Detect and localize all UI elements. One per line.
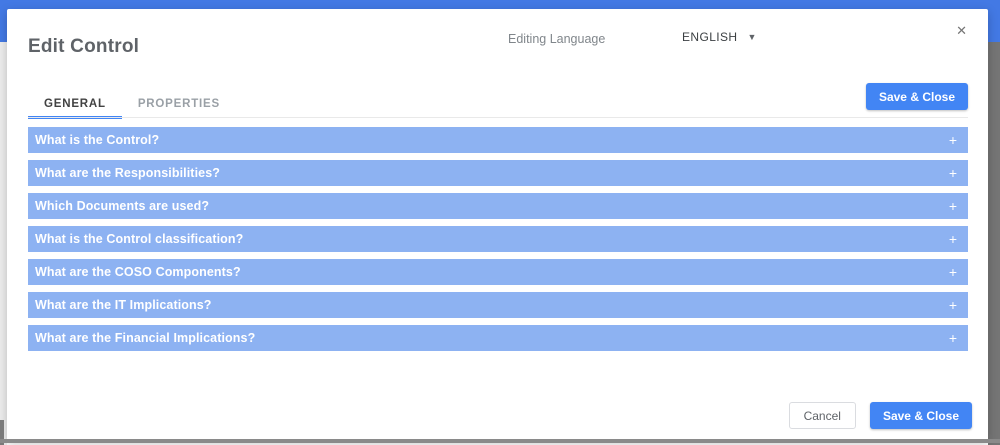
accordion-section-label: Which Documents are used? xyxy=(35,199,210,213)
expand-plus-icon[interactable]: + xyxy=(948,132,957,148)
accordion-section[interactable]: What are the Financial Implications? + xyxy=(28,325,968,351)
cancel-button[interactable]: Cancel xyxy=(788,402,856,429)
save-close-button-top[interactable]: Save & Close xyxy=(865,83,968,110)
accordion-section-label: What are the Responsibilities? xyxy=(35,166,220,180)
expand-plus-icon[interactable]: + xyxy=(948,330,957,346)
accordion-section-label: What are the IT Implications? xyxy=(35,298,212,312)
tab-general[interactable]: GENERAL xyxy=(28,90,122,119)
accordion-section-label: What are the COSO Components? xyxy=(35,265,241,279)
page-right-strip xyxy=(988,42,1000,445)
tabs-divider xyxy=(28,117,968,118)
accordion-section-label: What is the Control? xyxy=(35,133,160,147)
editing-language-label: Editing Language xyxy=(508,32,606,46)
accordion-section-label: What is the Control classification? xyxy=(35,232,244,246)
page-left-strip xyxy=(0,42,7,445)
accordion-section[interactable]: Which Documents are used? + xyxy=(28,193,968,219)
expand-plus-icon[interactable]: + xyxy=(948,165,957,181)
accordion-section[interactable]: What is the Control classification? + xyxy=(28,226,968,252)
edit-control-modal: Edit Control Editing Language ENGLISH ▼ … xyxy=(7,9,988,441)
page-left-strip-dark xyxy=(0,420,4,445)
save-close-button-bottom[interactable]: Save & Close xyxy=(869,402,972,429)
accordion-section[interactable]: What are the Responsibilities? + xyxy=(28,160,968,186)
page-title: Edit Control xyxy=(28,36,140,57)
tab-properties[interactable]: PROPERTIES xyxy=(137,98,220,110)
accordion-list: What is the Control? + What are the Respon… xyxy=(28,127,968,358)
accordion-section-label: What are the Financial Implications? xyxy=(35,331,256,345)
expand-plus-icon[interactable]: + xyxy=(948,297,957,313)
accordion-section[interactable]: What are the COSO Components? + xyxy=(28,259,968,285)
footer-actions: Cancel Save & Close xyxy=(788,402,972,429)
expand-plus-icon[interactable]: + xyxy=(948,231,957,247)
expand-plus-icon[interactable]: + xyxy=(948,198,957,214)
language-select[interactable]: ENGLISH ▼ xyxy=(682,30,756,44)
tabs-row: GENERAL PROPERTIES xyxy=(28,90,236,119)
accordion-section[interactable]: What are the IT Implications? + xyxy=(28,292,968,318)
close-icon[interactable]: ✕ xyxy=(956,23,967,38)
language-select-value: ENGLISH xyxy=(682,30,738,44)
expand-plus-icon[interactable]: + xyxy=(948,264,957,280)
accordion-section[interactable]: What is the Control? + xyxy=(28,127,968,153)
chevron-down-icon: ▼ xyxy=(747,32,757,42)
page-bottom-strip xyxy=(0,439,1000,443)
